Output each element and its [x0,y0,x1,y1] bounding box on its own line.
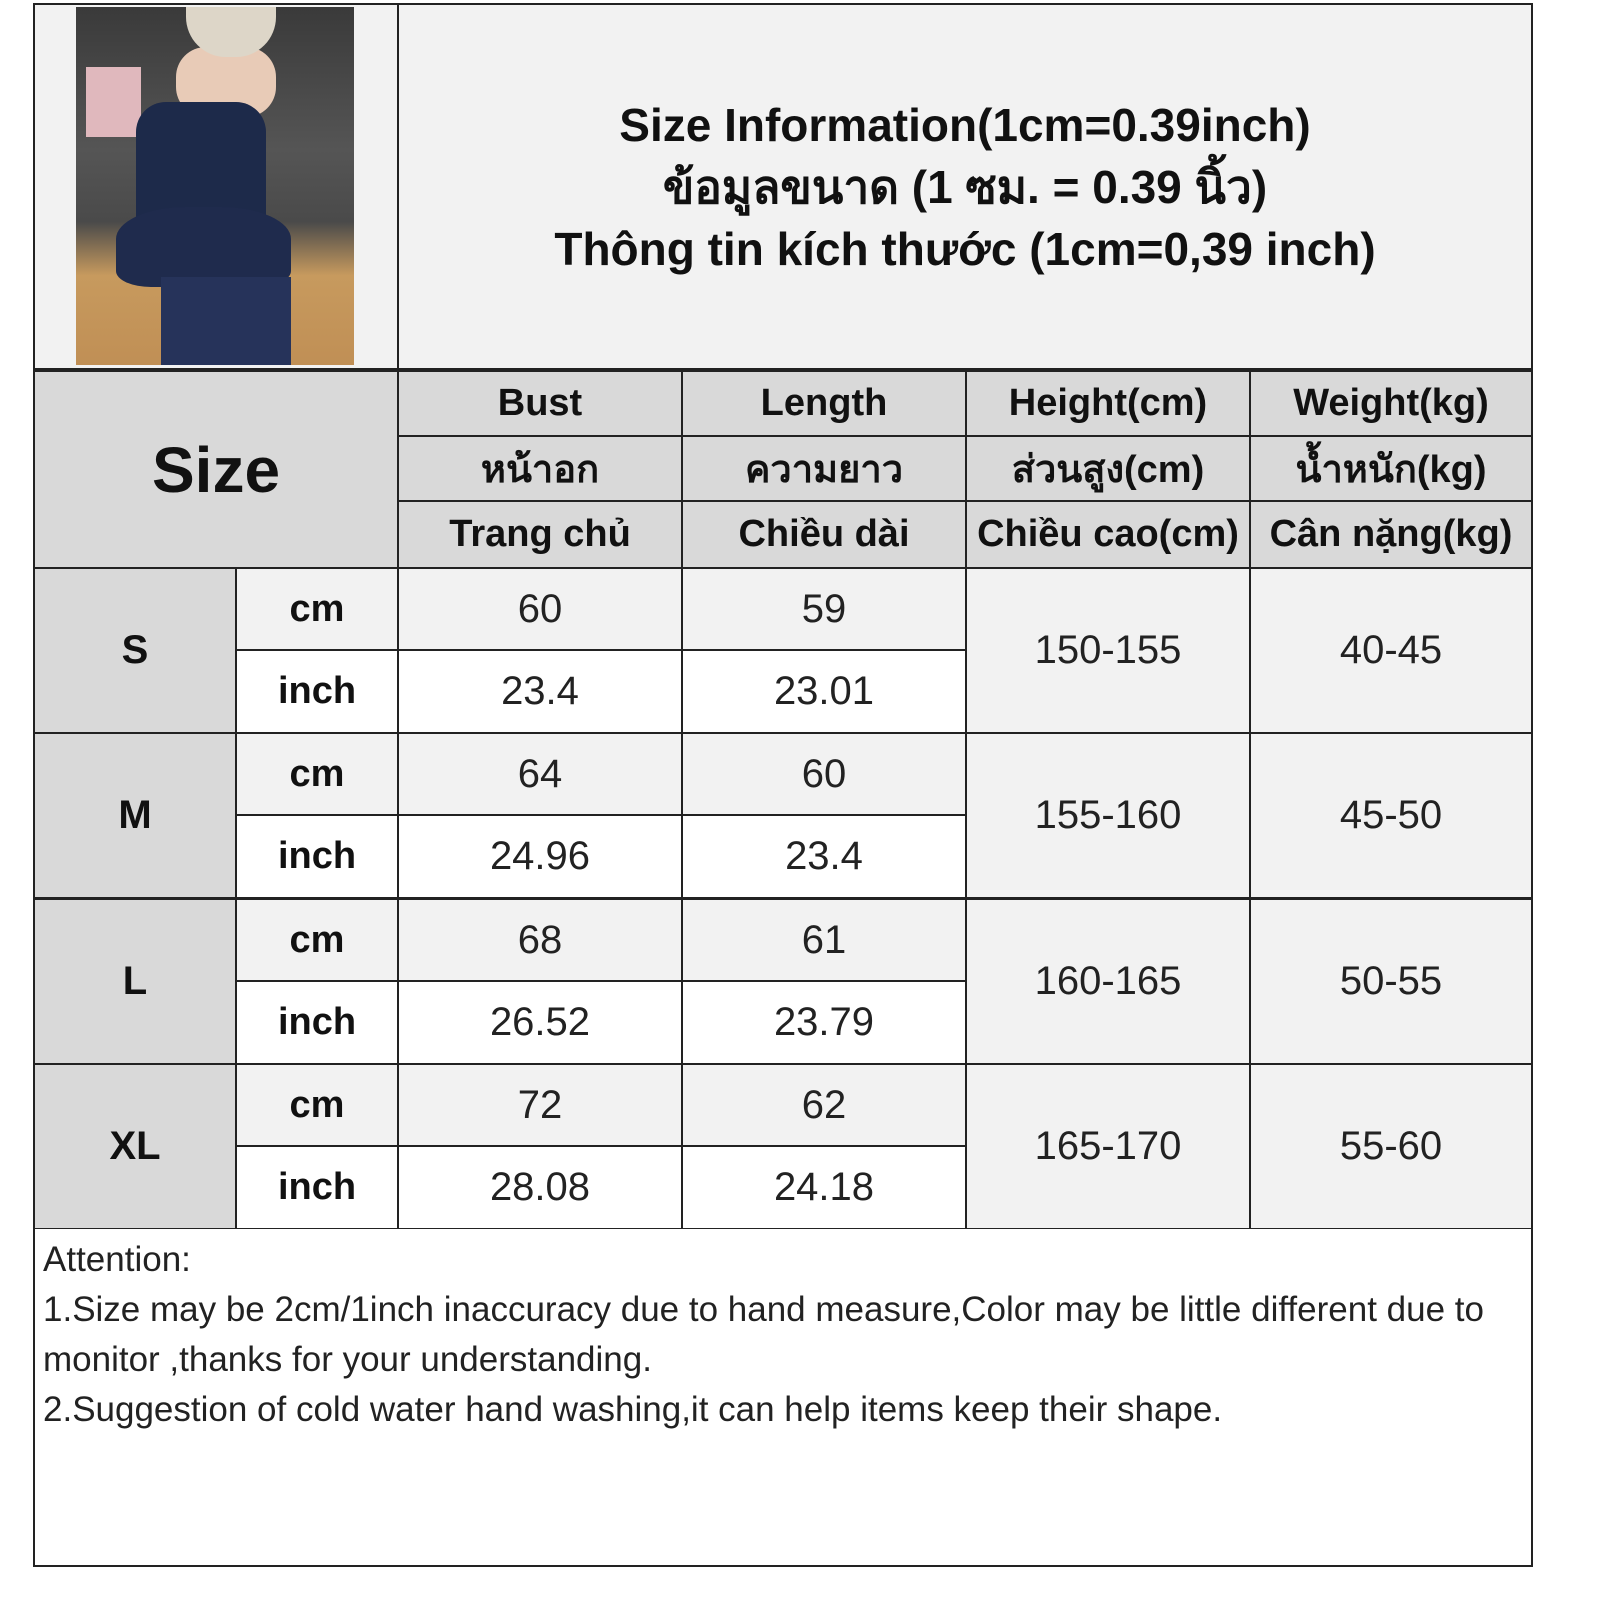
bust-inch: 28.08 [397,1145,683,1230]
size-header: Size [33,370,399,569]
col-header-bust-en: Bust [397,370,683,437]
col-header-bust-th: หน้าอก [397,435,683,502]
col-header-height-vi: Chiều cao(cm) [965,500,1251,569]
unit-cm: cm [235,567,399,651]
col-header-weight-th: น้ำหนัก(kg) [1249,435,1533,502]
attention-heading: Attention: [43,1240,191,1279]
length-cm: 60 [681,732,967,816]
unit-cm: cm [235,1063,399,1147]
weight-range: 45-50 [1249,732,1533,899]
height-range: 150-155 [965,567,1251,734]
height-range: 165-170 [965,1063,1251,1230]
attention-note: 1.Size may be 2cm/1inch inaccuracy due t… [43,1290,1484,1379]
unit-cm: cm [235,732,399,816]
length-cm: 59 [681,567,967,651]
size-label: XL [33,1063,237,1230]
col-header-weight-en: Weight(kg) [1249,370,1533,437]
col-header-height-en: Height(cm) [965,370,1251,437]
bust-cm: 60 [397,567,683,651]
col-header-bust-vi: Trang chủ [397,500,683,569]
length-inch: 23.79 [681,980,967,1065]
unit-inch: inch [235,1145,399,1230]
height-range: 160-165 [965,898,1251,1065]
unit-inch: inch [235,814,399,899]
bust-cm: 64 [397,732,683,816]
title-vi: Thông tin kích thước (1cm=0,39 inch) [554,222,1376,275]
weight-range: 40-45 [1249,567,1533,734]
col-header-weight-vi: Cân nặng(kg) [1249,500,1533,569]
size-info-title: Size Information(1cm=0.39inch) ข้อมูลขนา… [397,3,1533,370]
col-header-height-th: ส่วนสูง(cm) [965,435,1251,502]
unit-cm: cm [235,898,399,982]
title-en: Size Information(1cm=0.39inch) [619,98,1311,151]
unit-inch: inch [235,649,399,734]
length-inch: 23.4 [681,814,967,899]
product-photo [76,7,354,365]
attention-notes: Attention: 1.Size may be 2cm/1inch inacc… [33,1229,1533,1567]
col-header-length-vi: Chiều dài [681,500,967,569]
title-th: ข้อมูลขนาด (1 ซม. = 0.39 นิ้ว) [662,160,1268,213]
length-inch: 24.18 [681,1145,967,1230]
size-label: M [33,732,237,899]
col-header-length-th: ความยาว [681,435,967,502]
bust-inch: 24.96 [397,814,683,899]
height-range: 155-160 [965,732,1251,899]
weight-range: 55-60 [1249,1063,1533,1230]
length-inch: 23.01 [681,649,967,734]
bust-inch: 23.4 [397,649,683,734]
size-label: S [33,567,237,734]
length-cm: 61 [681,898,967,982]
attention-note: 2.Suggestion of cold water hand washing,… [43,1390,1223,1429]
bust-cm: 72 [397,1063,683,1147]
bust-cm: 68 [397,898,683,982]
bust-inch: 26.52 [397,980,683,1065]
weight-range: 50-55 [1249,898,1533,1065]
size-label: L [33,898,237,1065]
unit-inch: inch [235,980,399,1065]
length-cm: 62 [681,1063,967,1147]
col-header-length-en: Length [681,370,967,437]
